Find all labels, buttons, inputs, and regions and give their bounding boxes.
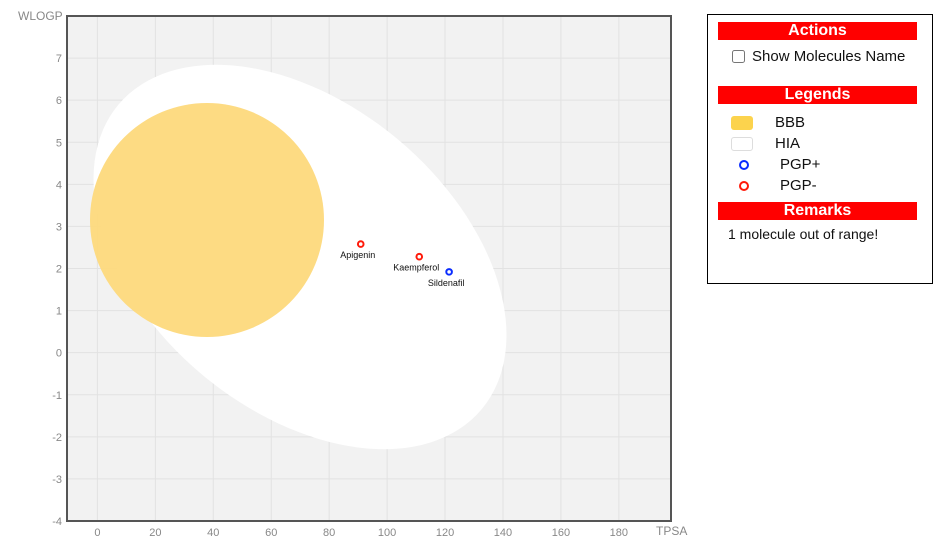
x-tick-label: 160	[552, 527, 570, 539]
y-tick-label: 4	[56, 179, 62, 191]
y-tick-label: 2	[56, 264, 62, 276]
molecule-point	[415, 252, 424, 261]
x-tick-label: 20	[149, 527, 161, 539]
x-tick-label: 140	[494, 527, 512, 539]
hia-swatch	[731, 136, 753, 151]
pgp-plus-marker-icon	[739, 159, 749, 170]
y-tick-label: -3	[52, 474, 62, 486]
show-names-toggle[interactable]: Show Molecules Name	[732, 48, 932, 65]
x-tick-label: 60	[265, 527, 277, 539]
remarks-header: Remarks	[718, 202, 917, 220]
y-tick-label: 0	[56, 348, 62, 360]
y-tick-label: -4	[52, 516, 62, 528]
legend-label: PGP+	[780, 156, 821, 173]
y-tick-label: 1	[56, 306, 62, 318]
y-tick-label: 6	[56, 95, 62, 107]
x-tick-label: 40	[207, 527, 219, 539]
x-tick-label: 80	[323, 527, 335, 539]
x-tick-label: 100	[378, 527, 396, 539]
show-names-label: Show Molecules Name	[752, 48, 906, 65]
remark-text: 1 molecule out of range!	[728, 226, 879, 242]
pgp-minus-marker-icon	[739, 180, 749, 191]
legends-header: Legends	[718, 86, 917, 104]
legend-label: HIA	[775, 135, 801, 152]
legend-item-hia: HIA	[708, 133, 932, 154]
molecule-label: Sildenafil	[428, 278, 465, 288]
show-names-checkbox[interactable]	[732, 50, 745, 63]
actions-header: Actions	[718, 22, 917, 40]
molecule-point	[445, 268, 453, 276]
legend-item-bbb: BBB	[708, 112, 932, 133]
legend-label: PGP-	[780, 177, 817, 194]
y-tick-label: 3	[56, 221, 62, 233]
molecule-point	[356, 240, 365, 248]
y-tick-label: -2	[52, 432, 62, 444]
molecule-label: Apigenin	[340, 250, 375, 260]
side-panel: Actions Show Molecules Name Legends BBB …	[707, 14, 933, 284]
x-tick-label: 0	[94, 527, 100, 539]
legend-item-pgp-plus: PGP+	[708, 154, 932, 175]
y-axis-label: WLOGP	[18, 9, 63, 23]
x-axis-label: TPSA	[656, 524, 687, 538]
y-tick-label: 5	[56, 137, 62, 149]
x-tick-label: 120	[436, 527, 454, 539]
bbb-swatch	[731, 115, 753, 130]
legend-item-pgp-minus: PGP-	[708, 175, 932, 196]
plot-frame	[66, 15, 672, 522]
legend-label: BBB	[775, 114, 806, 131]
x-tick-label: 180	[610, 527, 628, 539]
y-tick-label: 7	[56, 53, 62, 65]
y-tick-label: -1	[52, 390, 62, 402]
bbb-region	[90, 103, 324, 337]
molecule-label: Kaempferol	[393, 263, 439, 273]
